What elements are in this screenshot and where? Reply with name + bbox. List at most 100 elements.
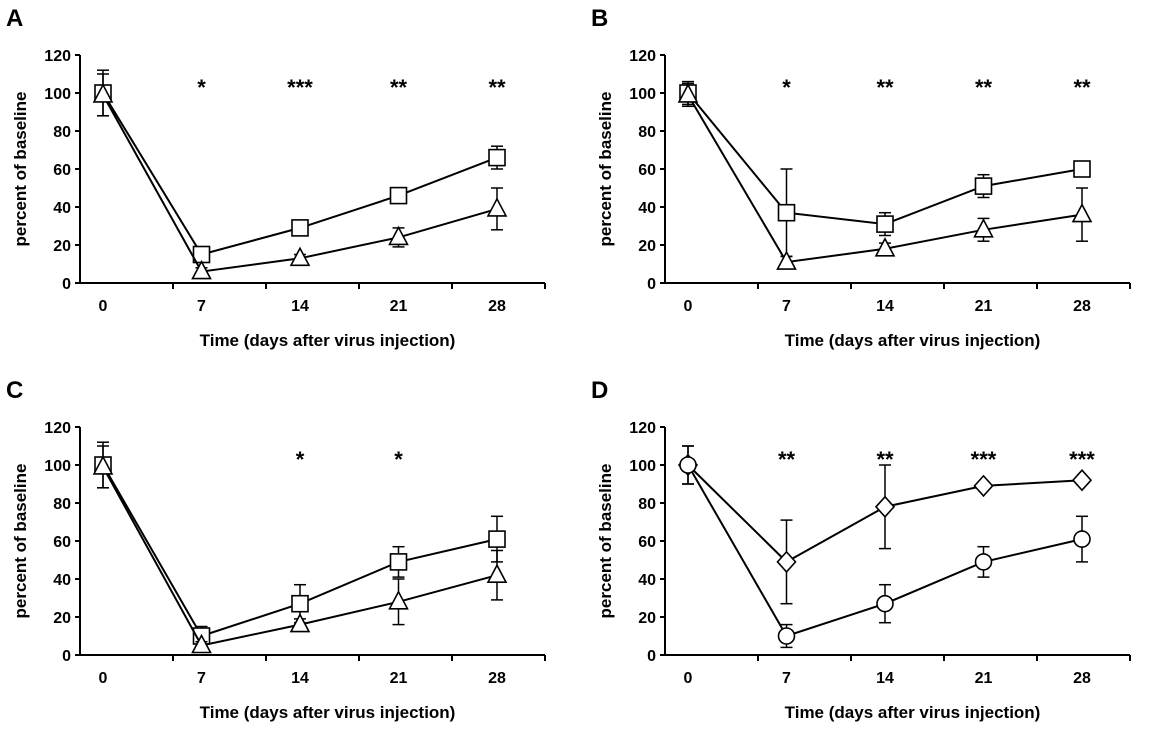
y-tick-label: 0 [647, 648, 656, 665]
panel-letter: D [591, 377, 608, 404]
y-tick-label: 0 [62, 648, 71, 665]
y-tick-label: 100 [44, 86, 71, 103]
y-tick-label: 60 [53, 162, 71, 179]
y-tick-label: 80 [638, 124, 656, 141]
x-tick-label: 21 [975, 670, 993, 687]
x-tick-label: 28 [1073, 298, 1091, 315]
x-tick-label: 14 [291, 670, 309, 687]
chart-panel-d: D 0 20 40 60 80 100 120 0 7 14 21 28 Time (days after… [585, 372, 1170, 734]
x-tick-label: 21 [975, 298, 993, 315]
x-tick-label: 14 [291, 298, 309, 315]
chart-panel-a: A 0 20 40 60 80 100 120 0 7 14 21 28 Time (days after… [0, 0, 585, 362]
data-point-triangle [1071, 202, 1093, 223]
significance-marker: ** [876, 447, 894, 472]
data-point-circle [777, 627, 796, 645]
significance-marker: ** [488, 75, 506, 100]
data-point-circle [974, 553, 993, 571]
x-tick-label: 7 [782, 298, 791, 315]
x-tick-label: 28 [488, 670, 506, 687]
x-tick-label: 7 [782, 670, 791, 687]
significance-marker: ** [975, 75, 993, 100]
data-point-triangle [486, 197, 508, 217]
data-point-triangle [874, 237, 896, 257]
data-point-triangle [486, 563, 508, 583]
significance-marker: * [197, 75, 206, 100]
y-tick-label: 60 [638, 534, 656, 551]
significance-marker: * [394, 447, 403, 472]
data-point-square [291, 594, 309, 613]
y-tick-label: 20 [638, 238, 656, 255]
x-tick-label: 0 [99, 670, 108, 687]
x-axis-title: Time (days after virus injection) [200, 703, 456, 722]
data-point-circle [1073, 530, 1091, 548]
data-point-diamond [776, 550, 797, 574]
y-tick-label: 0 [647, 276, 656, 293]
data-point-square [488, 148, 506, 167]
data-point-triangle [191, 259, 212, 280]
series-square [679, 80, 1091, 258]
data-point-triangle [191, 633, 212, 654]
x-tick-label: 7 [197, 670, 206, 687]
data-point-square [974, 177, 993, 195]
x-tick-label: 21 [390, 298, 408, 315]
y-tick-label: 40 [53, 572, 71, 589]
significance-marker: *** [971, 447, 997, 472]
significance-marker: ** [778, 447, 796, 472]
data-point-circle [876, 594, 894, 613]
x-axis-title: Time (days after virus injection) [785, 703, 1041, 722]
data-point-triangle [677, 83, 699, 103]
data-point-triangle [289, 246, 311, 267]
data-point-triangle [776, 250, 797, 270]
y-tick-label: 40 [53, 200, 71, 217]
y-tick-label: 120 [629, 420, 656, 437]
y-tick-label: 100 [629, 86, 656, 103]
significance-marker: * [782, 75, 791, 100]
y-tick-label: 120 [44, 48, 71, 65]
x-tick-label: 28 [1073, 670, 1091, 687]
panel-letter: A [6, 5, 23, 32]
series-line [102, 94, 498, 273]
chart-svg: C 0 20 40 60 80 100 120 0 7 14 21 28 Time (days after… [6, 377, 546, 722]
chart-panel-b: B 0 20 40 60 80 100 120 0 7 14 21 28 Time (days after… [585, 0, 1170, 362]
y-axis-title: percent of baseline [596, 464, 615, 619]
y-tick-label: 20 [638, 610, 656, 627]
y-axis-title: percent of baseline [11, 464, 30, 619]
y-axis-title: percent of baseline [11, 92, 30, 247]
x-tick-label: 7 [197, 298, 206, 315]
data-point-triangle [289, 612, 311, 633]
series-triangle [92, 73, 508, 280]
x-tick-label: 0 [684, 298, 693, 315]
data-point-triangle [388, 225, 409, 246]
y-tick-label: 60 [638, 162, 656, 179]
y-tick-label: 40 [638, 572, 656, 589]
y-axis-title: percent of baseline [596, 92, 615, 247]
x-axis-title: Time (days after virus injection) [200, 331, 456, 350]
x-tick-label: 21 [390, 670, 408, 687]
x-tick-label: 14 [876, 670, 894, 687]
y-tick-label: 120 [629, 48, 656, 65]
y-tick-label: 100 [44, 458, 71, 475]
data-point-triangle [92, 455, 114, 475]
data-point-square [389, 186, 408, 205]
x-tick-label: 0 [684, 670, 693, 687]
significance-marker: ** [1073, 75, 1091, 100]
chart-svg: D 0 20 40 60 80 100 120 0 7 14 21 28 Time (days after… [591, 377, 1131, 722]
y-tick-label: 0 [62, 276, 71, 293]
data-point-square [488, 530, 506, 548]
chart-svg: B 0 20 40 60 80 100 120 0 7 14 21 28 Time (days after… [591, 5, 1131, 350]
y-tick-label: 80 [53, 124, 71, 141]
y-tick-label: 100 [629, 458, 656, 475]
data-point-triangle [388, 590, 409, 610]
significance-marker: *** [1069, 447, 1095, 472]
series-line [687, 92, 1083, 226]
y-tick-label: 20 [53, 610, 71, 627]
data-point-triangle [92, 83, 114, 103]
chart-svg: A 0 20 40 60 80 100 120 0 7 14 21 28 Time (days after… [6, 5, 546, 350]
data-point-diamond [973, 474, 994, 498]
series-triangle [92, 445, 508, 654]
data-point-circle [679, 456, 697, 474]
significance-marker: *** [287, 75, 313, 100]
data-point-square [1073, 160, 1091, 178]
y-tick-label: 80 [638, 496, 656, 513]
